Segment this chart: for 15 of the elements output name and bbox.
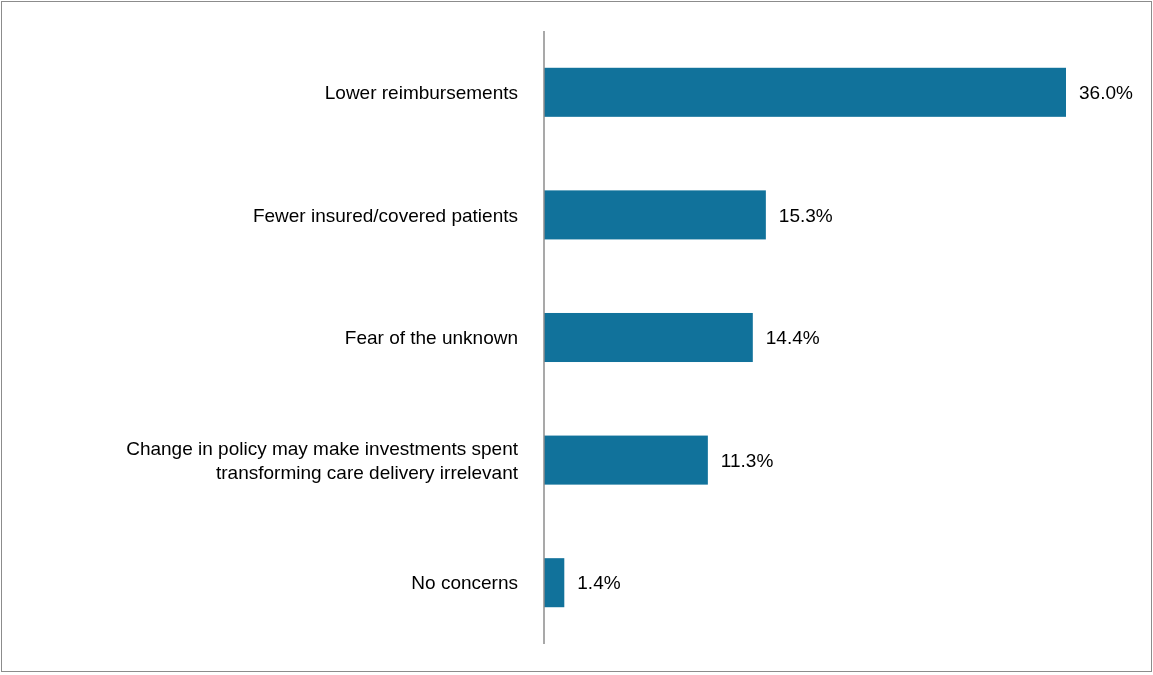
bar [544,312,753,363]
y-tick-label: Lower reimbursements [324,81,518,103]
bar [544,558,565,608]
y-tick-label: Fewer insured/covered patients [252,204,518,226]
data-label: 15.3% [778,204,833,226]
data-label: 1.4% [577,572,621,594]
data-label: 14.4% [765,327,820,349]
y-tick-label: No concerns [411,572,518,594]
bar [544,435,708,485]
y-tick-label: Change in policy may make investments spent transforming care delivery irrelevant [126,437,519,483]
bar [544,67,1066,117]
bar [544,190,766,240]
data-label: 36.0% [1079,81,1133,103]
y-tick-label: Fear of the unknown [344,327,518,349]
data-label: 11.3% [720,449,774,471]
